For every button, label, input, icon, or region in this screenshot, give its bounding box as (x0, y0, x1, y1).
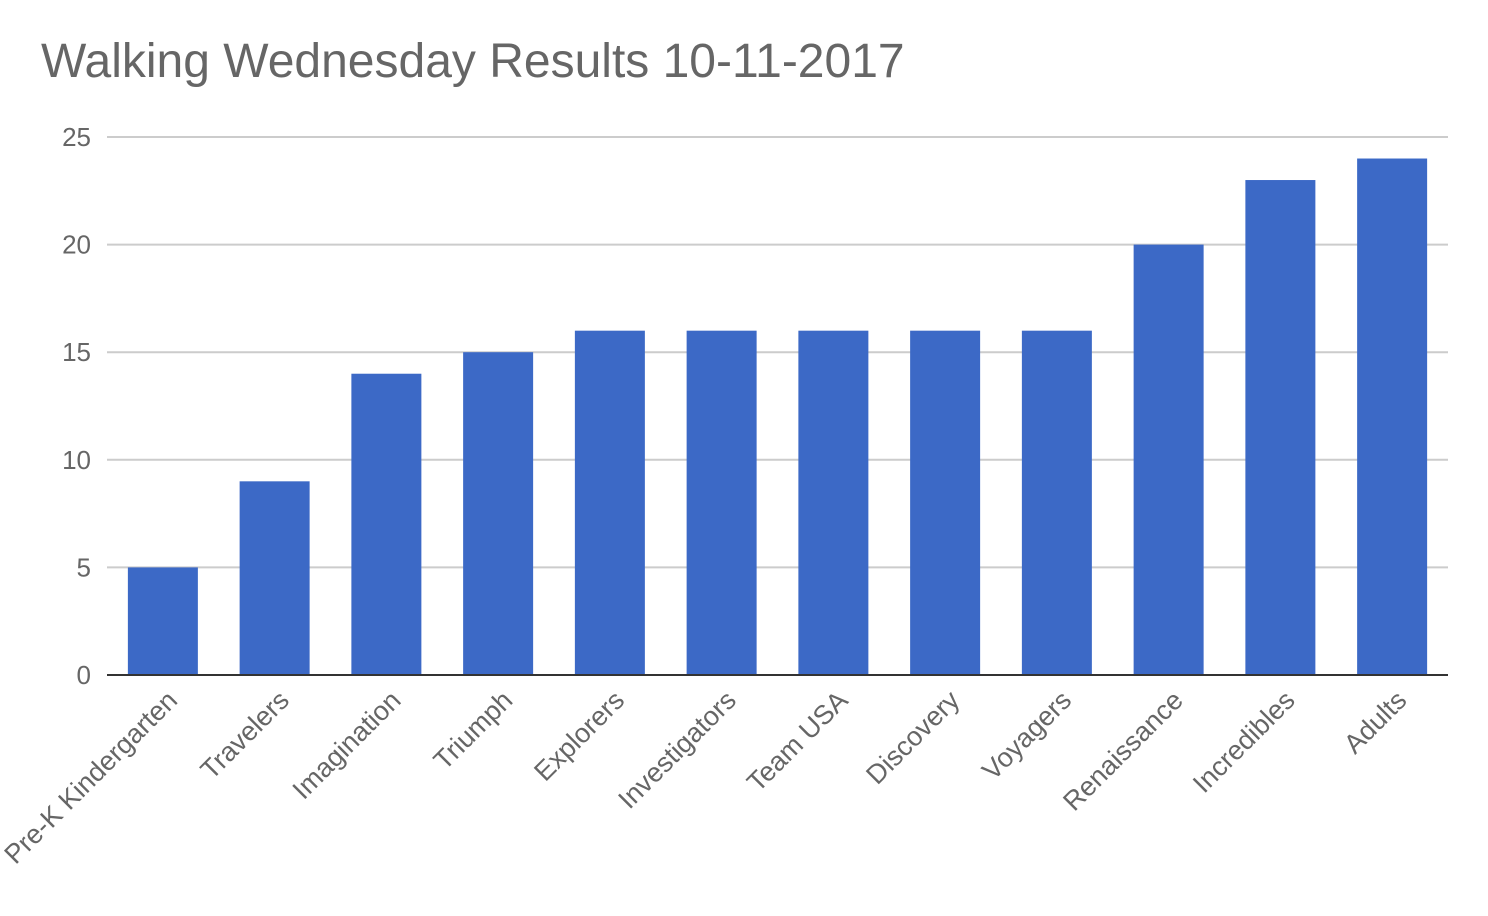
bar-investigators (686, 330, 757, 675)
bar-pre-k-kindergarten (127, 567, 198, 675)
bar-adults (1357, 158, 1428, 675)
y-axis-tick-labels: 0 5 10 15 20 25 (62, 122, 91, 690)
y-tick-label: 10 (62, 445, 91, 475)
x-category-label: Travelers (195, 685, 295, 785)
bar-discovery (910, 330, 981, 675)
bar-voyagers (1021, 330, 1092, 675)
bar-travelers (239, 481, 310, 675)
x-category-label: Team USA (741, 685, 853, 797)
x-category-label: Voyagers (976, 685, 1077, 786)
x-category-label: Pre-K Kindergarten (0, 685, 183, 870)
x-category-label: Renaissance (1057, 685, 1189, 817)
bar-triumph (463, 352, 534, 675)
bar-team-usa (798, 330, 869, 675)
x-category-label: Adults (1338, 685, 1412, 759)
x-category-label: Explorers (528, 685, 630, 787)
gridlines (107, 136, 1448, 569)
y-tick-label: 0 (77, 660, 91, 690)
y-tick-label: 20 (62, 230, 91, 260)
x-category-label: Investigators (612, 685, 741, 814)
x-category-label: Triumph (428, 685, 519, 776)
bar-incredibles (1245, 180, 1316, 676)
y-tick-label: 25 (62, 122, 91, 152)
bar-explorers (574, 330, 645, 675)
y-tick-label: 15 (62, 337, 91, 367)
x-category-label: Imagination (287, 685, 407, 805)
x-category-label: Discovery (860, 685, 965, 790)
bars (127, 158, 1428, 676)
bar-imagination (351, 373, 422, 675)
bar-renaissance (1133, 244, 1204, 675)
chart-title: Walking Wednesday Results 10-11-2017 (41, 35, 905, 88)
x-category-label: Incredibles (1187, 685, 1301, 799)
y-tick-label: 5 (77, 552, 91, 582)
